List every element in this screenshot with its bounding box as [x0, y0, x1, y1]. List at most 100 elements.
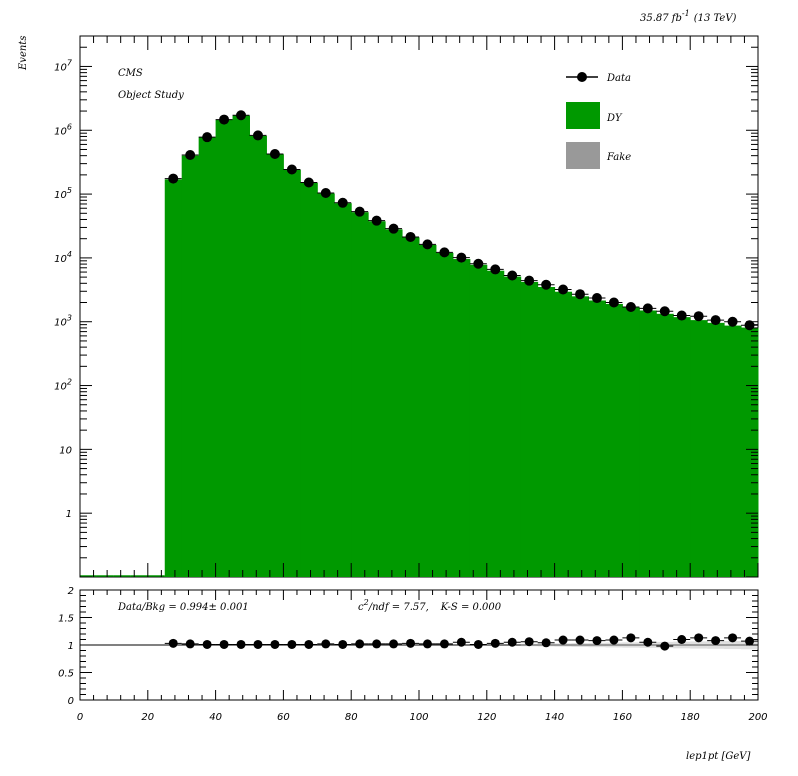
data-point	[591, 293, 602, 304]
x-tick-label: 160	[613, 712, 632, 723]
data-point	[354, 206, 365, 217]
dy-bar	[435, 252, 454, 577]
y-tick-label: 1	[66, 509, 72, 520]
dy-bar	[215, 119, 234, 577]
dy-bar	[588, 300, 606, 577]
dy-bar	[707, 322, 725, 577]
ratio-stat-text: Data/Bkg = 0.994± 0.001	[117, 602, 249, 613]
data-point	[625, 302, 636, 313]
ratio-uncertainty-band	[673, 641, 691, 649]
data-points-group	[164, 110, 758, 331]
data-point	[405, 231, 416, 242]
data-point	[185, 149, 196, 160]
data-point	[168, 173, 179, 184]
ratio-chi2-text: c2/ndf = 7.57, K-S = 0.000	[358, 598, 502, 613]
dy-bar	[724, 325, 742, 577]
x-tick-label: 180	[681, 712, 700, 723]
data-point	[524, 275, 535, 286]
main-axis-ticks: 1 10 102 103 104 105 106 107	[54, 35, 759, 578]
x-tick-label: 40	[209, 712, 222, 723]
ratio-point	[592, 636, 602, 646]
ratio-point	[287, 639, 297, 649]
data-point	[320, 187, 331, 198]
dy-bar	[571, 296, 589, 577]
legend-fake-swatch	[566, 142, 600, 169]
dy-bar	[266, 154, 284, 577]
ratio-points-group	[80, 633, 758, 651]
data-point	[252, 130, 263, 141]
data-point	[337, 197, 348, 208]
ratio-point	[609, 635, 619, 645]
data-point	[693, 311, 704, 322]
data-point	[642, 303, 653, 314]
data-point	[575, 289, 586, 300]
x-tick-label: 60	[277, 712, 290, 723]
data-point	[473, 258, 484, 269]
x-tick-label: 100	[409, 712, 428, 723]
ratio-point	[236, 639, 246, 649]
y-tick-label: 105	[54, 186, 72, 201]
ratio-point	[372, 639, 382, 649]
dy-bar	[164, 179, 183, 577]
data-point	[286, 164, 297, 175]
x-tick-label: 20	[141, 712, 154, 723]
ratio-point	[168, 638, 178, 648]
data-point	[608, 297, 619, 308]
ratio-point	[473, 639, 483, 649]
ratio-point	[490, 638, 500, 648]
ratio-point	[728, 633, 738, 643]
dy-bar	[605, 303, 623, 577]
legend-data-marker	[577, 72, 587, 82]
y-axis-title: Events	[18, 36, 29, 71]
y-tick-label: 102	[54, 378, 72, 393]
ratio-point	[355, 639, 365, 649]
dy-bar	[181, 155, 200, 577]
ratio-point	[270, 639, 280, 649]
legend: Data DY Fake	[566, 72, 631, 169]
dy-bar	[419, 244, 437, 577]
ratio-point	[406, 638, 416, 648]
ratio-point	[524, 637, 534, 647]
legend-data-label: Data	[606, 73, 631, 84]
dy-bar	[351, 212, 369, 577]
ratio-point	[745, 636, 755, 646]
annotation-label: Object Study	[118, 90, 184, 101]
dy-bar	[334, 203, 352, 577]
data-point	[727, 316, 738, 327]
data-point	[202, 132, 213, 143]
data-point	[371, 215, 382, 226]
ratio-uncertainty-band	[724, 640, 742, 650]
ratio-point	[541, 638, 551, 648]
ratio-y-tick-label: 1	[68, 641, 74, 652]
dy-bar	[232, 115, 250, 578]
data-point	[710, 315, 721, 326]
ratio-point	[219, 639, 229, 649]
ratio-uncertainty-band	[690, 641, 708, 649]
legend-fake-label: Fake	[606, 152, 631, 163]
ratio-point	[304, 639, 314, 649]
dy-bar	[249, 135, 267, 577]
dy-bar	[402, 237, 420, 577]
dy-bar	[486, 270, 505, 577]
dy-bar	[741, 327, 759, 577]
dy-bar	[520, 281, 539, 577]
dy-bar	[198, 137, 217, 577]
main-bars-group	[80, 115, 759, 578]
ratio-point	[439, 639, 449, 649]
legend-dy-label: DY	[606, 113, 623, 124]
ratio-point	[677, 635, 687, 644]
ratio-point	[711, 636, 721, 646]
ratio-point	[389, 639, 399, 649]
ratio-uncertainty-band	[605, 642, 623, 648]
data-point	[422, 239, 433, 250]
ratio-y-tick-label: 1.5	[58, 614, 74, 625]
ratio-point	[338, 639, 348, 649]
data-point	[744, 320, 755, 331]
ratio-y-tick-label: 2	[68, 586, 74, 597]
ratio-point	[626, 633, 636, 643]
ratio-point	[575, 635, 585, 645]
ratio-uncertainty-band	[554, 643, 572, 647]
dy-bar	[300, 182, 318, 577]
ratio-y-tick-label: 0.5	[58, 669, 74, 680]
